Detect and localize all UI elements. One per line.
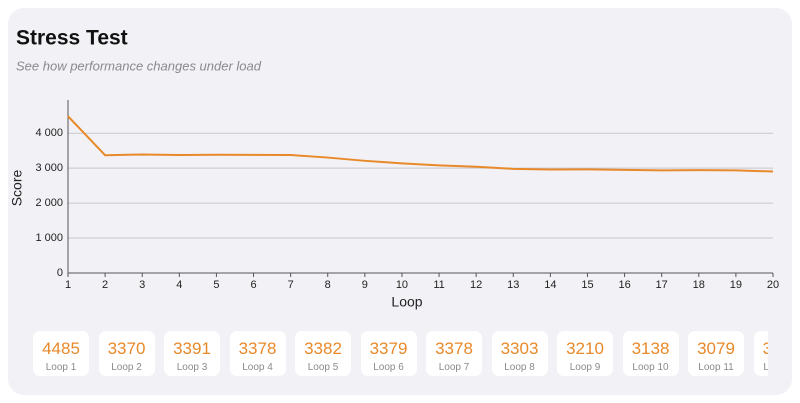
y-tick-label: 2 000 xyxy=(35,197,63,209)
loop-label: Loop 2 xyxy=(111,362,142,373)
loop-score: 3378 xyxy=(238,339,277,358)
loop-card: 3378 Loop 4 xyxy=(229,331,286,376)
chart: Stress Test See how performance changes … xyxy=(9,27,779,310)
y-tick-label: 1 000 xyxy=(35,232,63,244)
x-tick-label: 13 xyxy=(507,279,519,291)
y-tick-label: 4 000 xyxy=(35,127,63,139)
x-tick-label: 17 xyxy=(656,279,668,291)
y-tick-label: 3 000 xyxy=(35,162,63,174)
x-tick-label: 9 xyxy=(362,279,368,291)
loop-card: 3382 Loop 5 xyxy=(295,331,351,376)
loop-card: 3378 Loop 7 xyxy=(426,331,482,376)
loop-cards: 4485 Loop 1 3370 Loop 2 3391 Loop 3 3378 Loop 4… xyxy=(33,331,768,379)
x-tick-label: 20 xyxy=(767,279,779,291)
loop-label: Loop 6 xyxy=(373,362,404,373)
x-tick-label: 2 xyxy=(102,279,108,291)
x-tick-label: 3 xyxy=(139,279,145,291)
loop-label: Loop 11 xyxy=(698,362,734,373)
loop-label: Loop 3 xyxy=(176,362,208,373)
subtitle: See how performance changes under load xyxy=(16,58,262,73)
loop-score: 3391 xyxy=(173,339,211,358)
loop-score: 3210 xyxy=(566,339,604,358)
loop-label: Loop 7 xyxy=(438,362,470,373)
x-tick-label: 14 xyxy=(544,279,556,291)
x-tick-label: 5 xyxy=(213,279,219,291)
x-tick-label: 4 xyxy=(176,279,182,291)
x-tick-label: 6 xyxy=(250,279,256,291)
loop-score: 3079 xyxy=(697,339,735,358)
loop-card: 3079 Loop 11 xyxy=(688,331,744,376)
x-tick-label: 19 xyxy=(730,279,742,291)
loop-label: Loop 9 xyxy=(569,362,601,373)
x-axis-label: Loop xyxy=(391,294,422,310)
score-line xyxy=(67,115,774,173)
title: Stress Test xyxy=(16,27,128,50)
x-tick-label: 16 xyxy=(618,279,630,291)
loop-score: 4485 xyxy=(42,339,80,358)
x-tick-label: 15 xyxy=(581,279,593,291)
loop-score: 3303 xyxy=(500,339,539,358)
loop-card: 4485 Loop 1 xyxy=(33,331,89,376)
loop-card: 3138 Loop 10 xyxy=(622,331,679,376)
loop-card: 3391 Loop 3 xyxy=(164,331,220,376)
loop-card: 3040 Loop 12 xyxy=(753,331,768,376)
panel xyxy=(8,8,792,395)
loop-label: Loop 4 xyxy=(242,362,273,373)
loop-label: Loop 1 xyxy=(45,362,77,373)
x-tick-label: 8 xyxy=(325,279,331,291)
loop-score: 3370 xyxy=(107,339,146,358)
y-axis-label: Score xyxy=(9,170,25,207)
loop-card: 3210 Loop 9 xyxy=(557,331,613,376)
x-tick-label: 11 xyxy=(433,279,444,291)
x-tick-label: 1 xyxy=(65,279,71,291)
loop-score: 3138 xyxy=(631,339,670,358)
loop-card: 3379 Loop 6 xyxy=(360,331,417,376)
loop-score: 3040 xyxy=(762,339,768,358)
loop-card: 3370 Loop 2 xyxy=(98,331,155,376)
loop-score: 3382 xyxy=(304,339,342,358)
loop-label: Loop 8 xyxy=(504,362,535,373)
x-tick-label: 10 xyxy=(396,279,408,291)
x-tick-label: 12 xyxy=(470,279,482,291)
x-tick-label: 7 xyxy=(288,279,294,291)
loop-label: Loop 12 xyxy=(763,362,768,373)
x-tick-label: 18 xyxy=(693,279,705,291)
loop-label: Loop 5 xyxy=(307,362,339,373)
loop-label: Loop 10 xyxy=(632,362,669,373)
loop-score: 3378 xyxy=(435,339,473,358)
y-tick-label: 0 xyxy=(57,267,63,279)
loop-score: 3379 xyxy=(369,339,408,358)
loop-card: 3303 Loop 8 xyxy=(491,331,548,376)
